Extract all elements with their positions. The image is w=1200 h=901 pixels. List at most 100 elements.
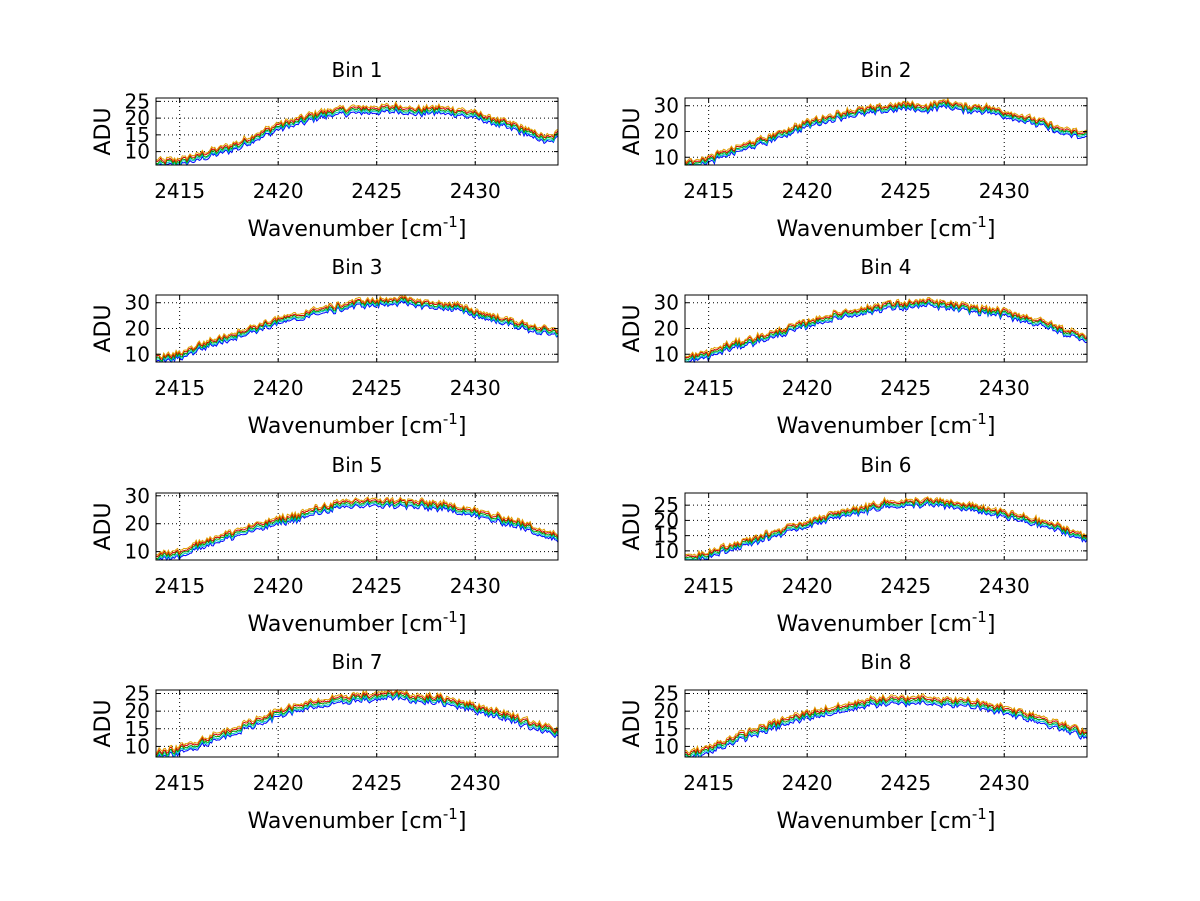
x-axis-label-superscript: -1 [443,805,458,823]
x-tick-label: 2415 [154,179,205,203]
x-tick-label: 2425 [351,574,402,598]
y-tick-label: 10 [654,734,679,758]
x-axis-label: Wavenumber [cm-1] [777,213,996,242]
series-line-1 [685,303,1088,364]
series-line-5 [684,97,1088,164]
y-tick-label: 20 [125,699,150,723]
x-axis-label-close: ] [987,809,996,834]
x-tick-label: 2420 [782,179,833,203]
x-axis-label-superscript: -1 [972,410,987,428]
x-tick-label: 2430 [450,179,501,203]
x-tick-label: 2425 [880,179,931,203]
axis-frame [684,492,1088,561]
series-line-4 [684,98,1088,165]
x-axis-label-main: Wavenumber [cm [777,612,972,637]
series-line-5 [684,693,1088,755]
series-line-3 [155,499,559,560]
x-axis-label: Wavenumber [cm-1] [777,805,996,834]
series-line-4 [155,497,559,558]
series-line-1 [156,502,559,562]
y-axis-label: ADU [620,699,645,747]
series-line-4 [684,694,1088,756]
x-axis-label-superscript: -1 [443,213,458,231]
series-line-4 [155,688,559,756]
y-tick-label: 15 [654,524,679,548]
x-axis-label: Wavenumber [cm-1] [248,410,467,439]
y-tick-label: 25 [654,682,679,706]
x-tick-label: 2430 [979,179,1030,203]
y-tick-label: 10 [654,342,679,366]
y-tick-label: 20 [125,317,150,341]
axis-frame [684,689,1088,758]
x-axis-label-superscript: -1 [972,805,987,823]
y-tick-label: 10 [654,539,679,563]
subplot-title: Bin 2 [860,58,911,82]
y-tick-label: 15 [125,717,150,741]
y-axis-label: ADU [620,107,645,155]
x-tick-label: 2415 [683,771,734,795]
x-axis-label-main: Wavenumber [cm [248,809,443,834]
series-line-3 [684,498,1088,560]
x-axis-label-close: ] [458,414,467,439]
x-tick-label: 2415 [154,376,205,400]
subplot-title: Bin 5 [331,453,382,477]
x-axis-label-close: ] [458,217,467,242]
x-axis-label-close: ] [987,414,996,439]
y-axis-label: ADU [91,699,116,747]
x-axis-label-close: ] [458,809,467,834]
subplot-bin-5: Bin 5 2415 2420 2425 2430 10 20 30 ADU Wavenumber… [91,453,559,637]
x-tick-label: 2415 [683,179,734,203]
y-tick-label: 30 [654,94,679,118]
y-axis-label: ADU [620,304,645,352]
y-tick-label: 20 [654,120,679,144]
x-tick-label: 2420 [253,574,304,598]
x-axis-label-main: Wavenumber [cm [248,414,443,439]
series-line-5 [684,296,1087,358]
y-tick-label: 20 [654,317,679,341]
x-tick-label: 2420 [782,771,833,795]
series-line-4 [155,102,559,165]
x-axis-label-main: Wavenumber [cm [777,809,972,834]
x-tick-label: 2425 [351,376,402,400]
series-line-2 [684,102,1088,166]
y-tick-label: 20 [654,699,679,723]
axis-frame [155,97,559,166]
y-tick-label: 10 [654,145,679,169]
y-tick-label: 30 [125,291,150,315]
y-tick-label: 25 [654,493,679,517]
x-axis-label: Wavenumber [cm-1] [777,410,996,439]
x-tick-label: 2420 [253,179,304,203]
series-line-1 [155,300,559,363]
x-tick-label: 2425 [880,771,931,795]
series-line-5 [155,689,559,754]
y-tick-label: 10 [125,140,150,164]
subplot-title: Bin 7 [331,650,382,674]
x-axis-label-superscript: -1 [972,608,987,626]
series-line-2 [684,699,1088,758]
x-axis-label: Wavenumber [cm-1] [777,608,996,637]
x-tick-label: 2425 [880,376,931,400]
y-tick-label: 25 [125,682,150,706]
y-tick-label: 20 [125,512,150,536]
x-tick-label: 2430 [979,376,1030,400]
series-line-1 [685,104,1088,166]
x-axis-label-close: ] [987,612,996,637]
x-axis-label-main: Wavenumber [cm [777,414,972,439]
x-axis-label-superscript: -1 [443,410,458,428]
x-axis-label-close: ] [458,612,467,637]
series-line-1 [156,107,559,166]
x-tick-label: 2415 [683,574,734,598]
y-tick-label: 15 [125,123,150,147]
y-tick-label: 10 [125,540,150,564]
series-line-1 [685,501,1088,562]
series-line-3 [684,300,1088,361]
y-tick-label: 20 [125,106,150,130]
series-line-4 [155,296,559,360]
subplot-title: Bin 6 [860,453,911,477]
series-line-5 [155,294,559,359]
